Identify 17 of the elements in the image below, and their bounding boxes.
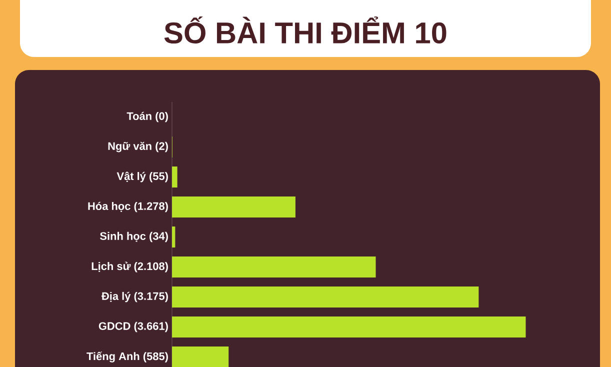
y-tick-label: Lịch sử (2.108) xyxy=(92,262,168,272)
bar xyxy=(172,166,178,188)
bar xyxy=(172,316,526,338)
y-tick-label: Địa lý (3.175) xyxy=(102,292,168,302)
y-tick-label: Sinh học (34) xyxy=(100,232,168,242)
bar xyxy=(172,196,296,218)
y-tick-label: Vật lý (55) xyxy=(116,172,168,182)
y-tick-label: GDCD (3.661) xyxy=(98,322,168,332)
bar xyxy=(172,256,376,278)
y-tick-label: Toán (0) xyxy=(126,112,168,122)
y-tick-label: Hóa học (1.278) xyxy=(88,202,168,212)
bar xyxy=(172,226,176,248)
bar xyxy=(172,346,229,367)
chart-title: SỐ BÀI THI ĐIỂM 10 xyxy=(164,16,446,44)
y-tick-label: Tiếng Anh (585) xyxy=(86,352,168,362)
y-tick-label: Ngữ văn (2) xyxy=(108,142,168,152)
bar xyxy=(172,286,479,308)
